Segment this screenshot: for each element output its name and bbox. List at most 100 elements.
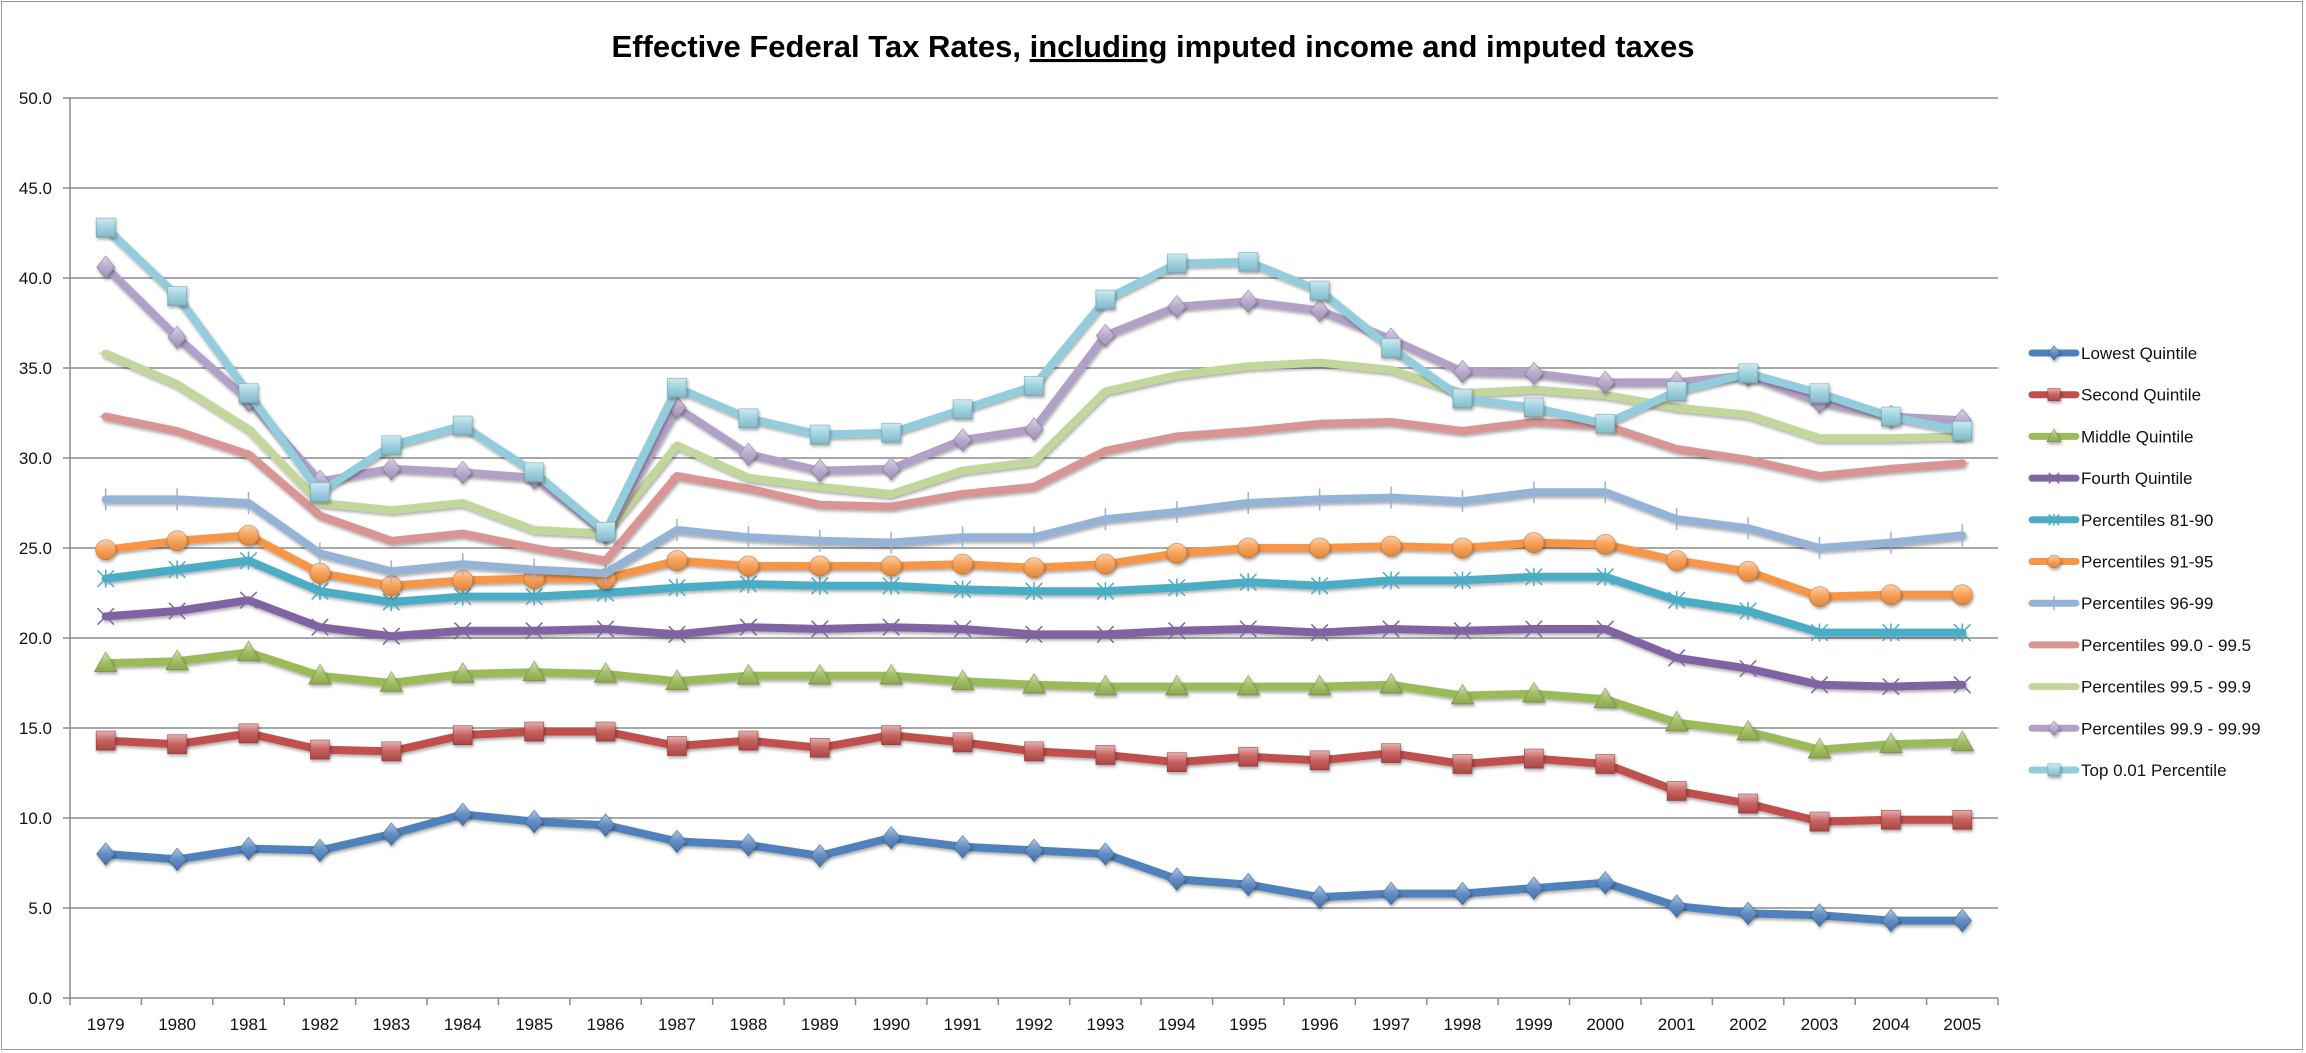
x-tick-label: 1988: [729, 1015, 767, 1034]
marker-shine: [2048, 346, 2060, 360]
data-point: [168, 560, 186, 579]
data-point: [1453, 881, 1472, 906]
data-point: [1382, 620, 1400, 638]
marker-shine: [1667, 382, 1687, 401]
data-point: [1595, 754, 1616, 774]
series-second-quintile: [95, 721, 1973, 832]
data-point: [1025, 625, 1043, 644]
data-point: [1096, 625, 1115, 644]
y-tick-label: 15.0: [19, 719, 52, 738]
marker-shape: [1239, 620, 1258, 638]
data-point: [1951, 584, 1973, 606]
data-point: [595, 521, 616, 542]
x-tick-label: 1981: [230, 1015, 268, 1034]
legend-item: Percentiles 99.9 - 99.99: [2028, 719, 2261, 738]
marker-shine: [810, 425, 830, 444]
data-point: [1595, 870, 1615, 895]
data-point: [453, 460, 473, 485]
data-point: [165, 649, 189, 671]
marker-shape: [1096, 625, 1115, 644]
data-point: [1952, 908, 1972, 933]
marker-shine: [1239, 873, 1258, 896]
marker-shine: [1596, 871, 1615, 894]
data-point: [1882, 677, 1900, 696]
marker-shape: [239, 551, 258, 570]
data-point: [1880, 584, 1902, 606]
data-point: [736, 663, 761, 685]
data-point: [1381, 881, 1401, 906]
x-tick-label: 1986: [587, 1015, 625, 1034]
marker-shine: [239, 383, 258, 403]
data-point: [1452, 388, 1473, 409]
data-point: [667, 829, 687, 854]
data-point: [1379, 672, 1403, 694]
marker-shape: [1739, 659, 1757, 678]
marker-shape: [953, 580, 972, 599]
x-tick-label: 1987: [658, 1015, 696, 1034]
data-point: [1664, 710, 1689, 732]
data-point: [381, 456, 401, 481]
x-tick-label: 2003: [1801, 1015, 1839, 1034]
data-point: [1238, 289, 1258, 314]
legend-marker: [2047, 763, 2061, 777]
data-point: [450, 661, 475, 683]
marker-shine: [1025, 839, 1043, 862]
data-point: [1168, 622, 1186, 640]
marker-shine: [739, 731, 758, 750]
data-point: [809, 424, 830, 445]
marker-shine: [382, 823, 401, 846]
data-point: [668, 578, 686, 597]
marker-shine: [810, 459, 829, 482]
data-point: [1453, 571, 1472, 590]
marker-shine: [1308, 675, 1331, 695]
data-point: [1168, 578, 1186, 597]
data-point: [1380, 535, 1402, 557]
marker-shape: [810, 620, 829, 638]
data-point: [596, 813, 615, 838]
data-point: [1167, 867, 1187, 892]
marker-shine: [1453, 754, 1472, 774]
y-tick-label: 50.0: [19, 89, 52, 108]
data-point: [167, 734, 187, 755]
data-point: [1381, 743, 1401, 764]
data-point: [1453, 622, 1472, 640]
data-point: [381, 741, 402, 762]
data-point: [1095, 323, 1115, 348]
data-point: [1309, 750, 1330, 771]
data-point: [1594, 534, 1616, 555]
marker-shine: [2048, 388, 2060, 401]
data-point: [167, 847, 187, 872]
data-point: [738, 833, 758, 857]
marker-shape: [1810, 676, 1829, 694]
data-point: [1309, 280, 1330, 301]
marker-shine: [881, 725, 901, 745]
marker-shine: [1522, 682, 1545, 703]
marker-shine: [1309, 538, 1330, 558]
data-point: [1953, 623, 1972, 642]
marker-shine: [2048, 764, 2060, 776]
marker-shine: [739, 409, 758, 428]
marker-shine: [168, 848, 186, 871]
data-point: [1595, 370, 1615, 395]
data-point: [238, 525, 259, 546]
data-point: [881, 725, 902, 746]
marker-shine: [951, 670, 974, 690]
x-tick-label: 1979: [87, 1015, 125, 1034]
marker-shine: [880, 664, 903, 685]
marker-shine: [1310, 751, 1329, 770]
marker-shine: [1453, 360, 1472, 383]
x-tick-label: 1984: [444, 1015, 482, 1034]
marker-shine: [381, 742, 401, 761]
marker-shine: [739, 834, 758, 856]
marker-shape: [1882, 677, 1900, 696]
y-tick-label: 40.0: [19, 269, 52, 288]
marker-shine: [1880, 584, 1901, 605]
x-tick-label: 1998: [1444, 1015, 1482, 1034]
data-point: [1524, 361, 1544, 386]
marker-shine: [1525, 362, 1543, 385]
data-point: [1166, 253, 1187, 274]
legend-item: Percentiles 91-95: [2028, 553, 2213, 572]
series-markers: [93, 640, 1975, 759]
data-point: [1596, 567, 1615, 586]
